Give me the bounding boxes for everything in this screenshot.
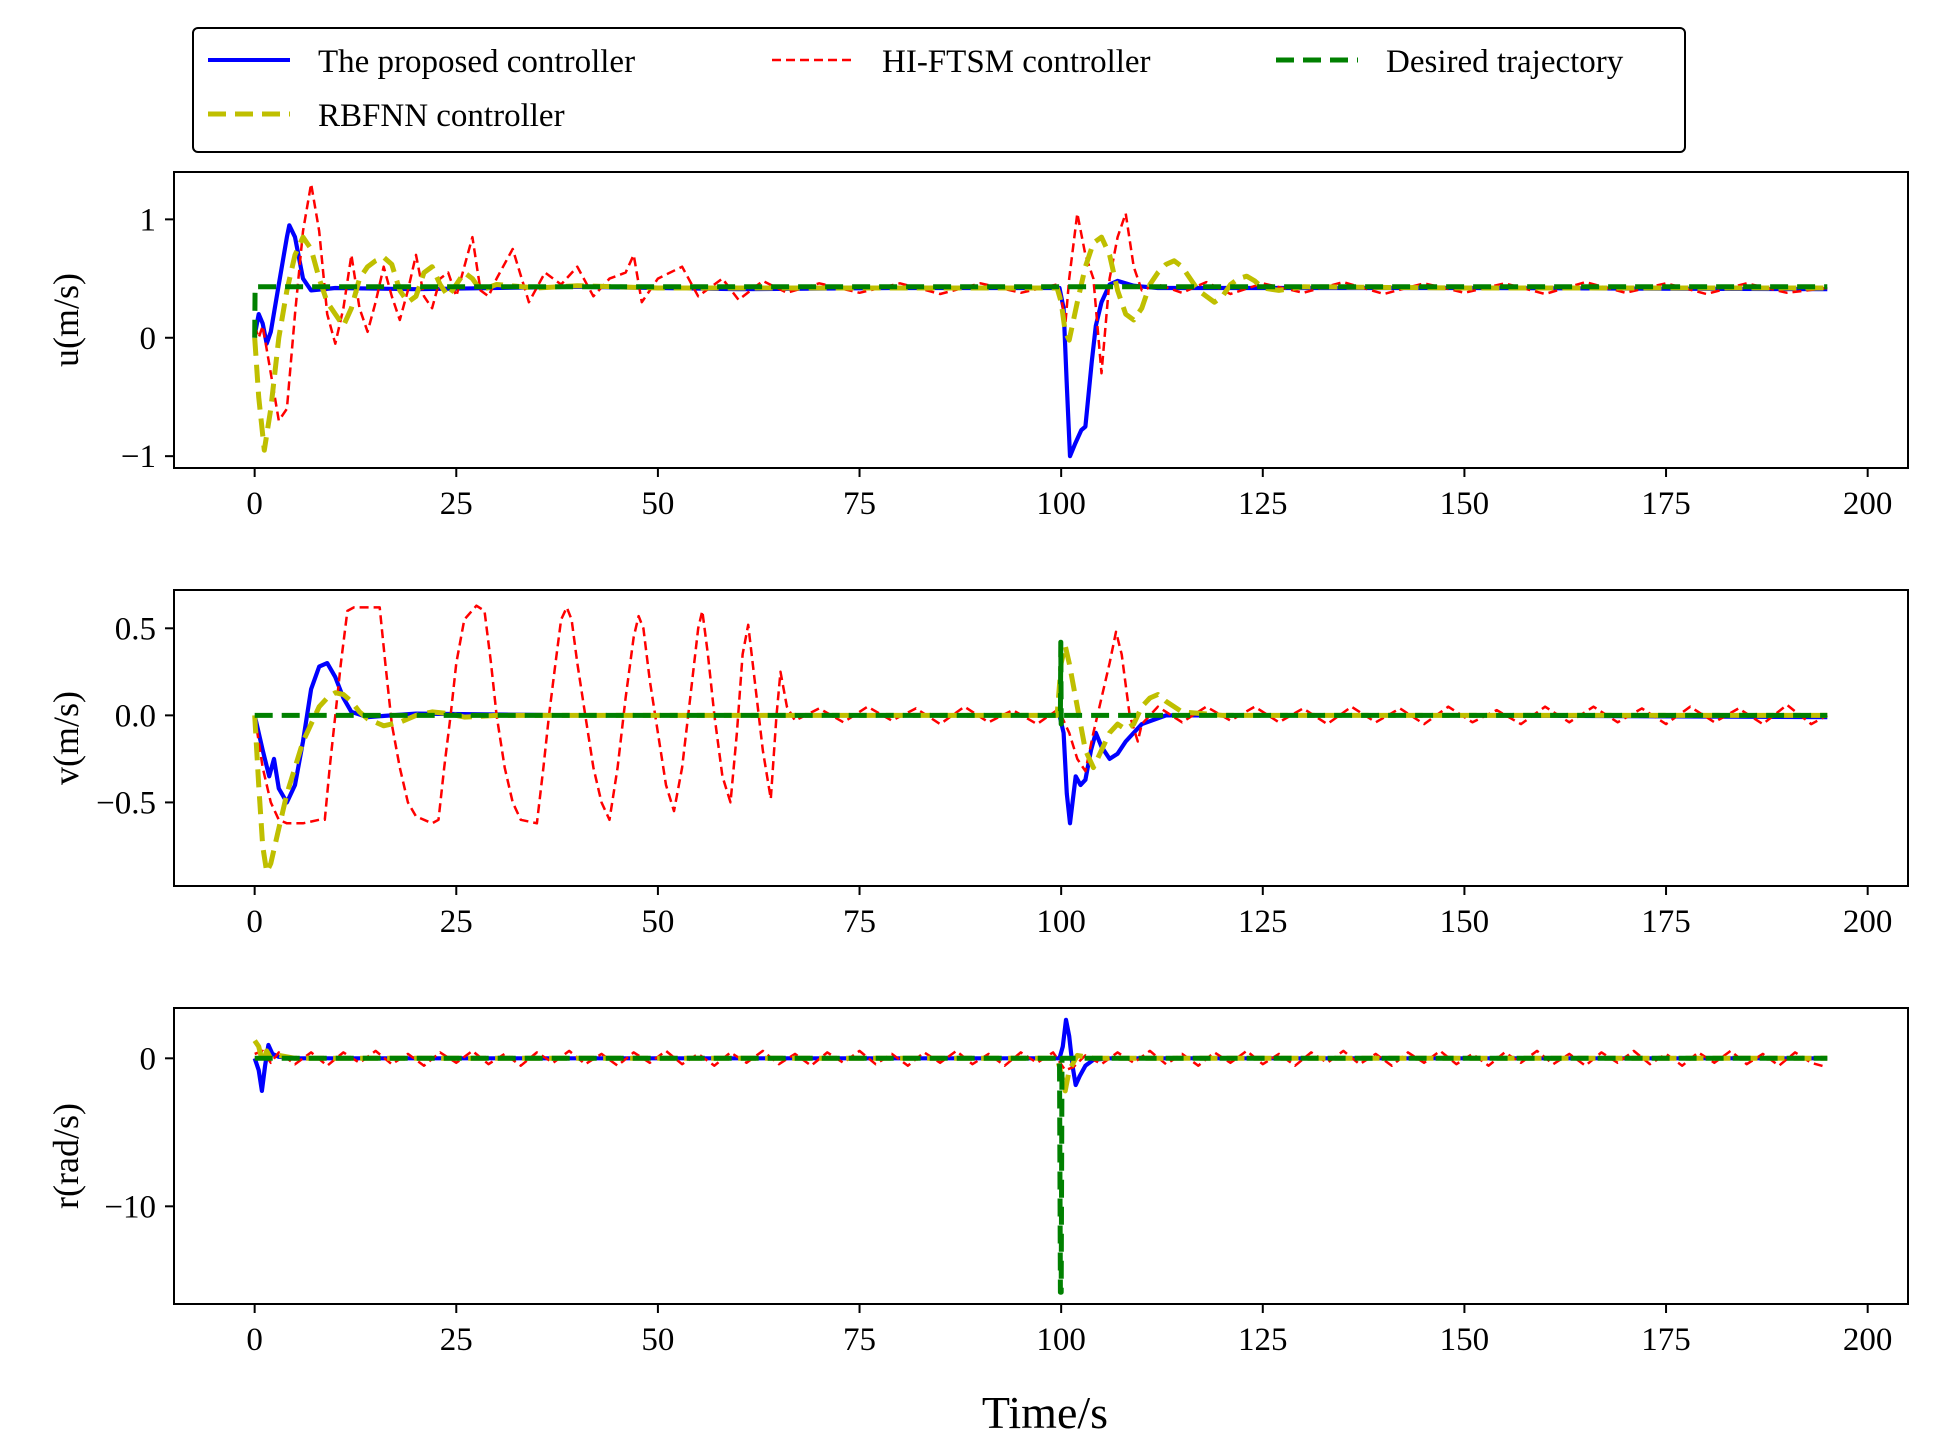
x-tick-label: 25	[440, 486, 473, 522]
y-tick-label: −0.5	[96, 785, 156, 821]
y-axis-label: r(rad/s)	[46, 1103, 86, 1209]
x-tick-label: 25	[440, 904, 473, 940]
x-tick-label: 75	[843, 904, 876, 940]
x-tick-label: 175	[1641, 486, 1691, 522]
x-tick-label: 50	[641, 904, 674, 940]
axes-frame	[173, 589, 1909, 887]
x-tick-label: 50	[641, 486, 674, 522]
series-line-desired	[254, 1055, 1828, 1295]
x-tick-label: 50	[641, 1322, 674, 1358]
x-tick-label: 100	[1036, 486, 1086, 522]
y-tick-label: −10	[104, 1189, 156, 1225]
y-tick-label: 0.0	[115, 698, 156, 734]
legend: The proposed controller HI-FTSM controll…	[192, 27, 1686, 153]
x-tick-label: 150	[1440, 904, 1490, 940]
x-tick-label: 75	[843, 486, 876, 522]
y-axis-label: u(m/s)	[46, 273, 86, 367]
series-line-proposed	[252, 1017, 1828, 1093]
x-tick-label: 125	[1238, 1322, 1288, 1358]
y-tick-label: −1	[121, 439, 156, 475]
x-tick-label: 175	[1641, 1322, 1691, 1358]
series-line-hiftsm	[253, 604, 1828, 825]
x-tick-label: 200	[1843, 1322, 1893, 1358]
x-tick-label: 25	[440, 1322, 473, 1358]
legend-label-proposed: The proposed controller	[318, 44, 635, 80]
y-tick-label: 1	[140, 202, 157, 238]
y-tick-label: 0	[140, 1041, 157, 1077]
legend-label-hiftsm: HI-FTSM controller	[882, 44, 1151, 80]
y-tick-label: 0	[140, 321, 157, 357]
series-line-desired	[252, 284, 1828, 338]
x-tick-label: 175	[1641, 904, 1691, 940]
legend-label-rbfnn: RBFNN controller	[318, 98, 565, 134]
x-tick-label: 125	[1238, 486, 1288, 522]
series-line-proposed	[252, 223, 1828, 459]
series-line-rbfnn	[252, 1039, 1828, 1094]
series-line-rbfnn	[252, 643, 1828, 875]
x-tick-label: 100	[1036, 904, 1086, 940]
subplots: 0 25 50 75 100 125 150 175 200 1 0 −1 u(m/s) 0 25 50 75 1…	[46, 171, 1909, 1358]
series-group	[252, 604, 1828, 875]
x-tick-label: 150	[1440, 486, 1490, 522]
x-axis-label: Time/s	[982, 1387, 1108, 1438]
series-line-hiftsm	[253, 182, 1828, 422]
series-line-proposed	[252, 661, 1828, 826]
x-tick-label: 125	[1238, 904, 1288, 940]
x-tick-label: 150	[1440, 1322, 1490, 1358]
subplot-2: 0 25 50 75 100 125 150 175 200 0.5 0.0 −0.5 v(m/s)	[46, 589, 1909, 940]
y-axis-label: v(m/s)	[46, 691, 86, 785]
x-tick-label: 200	[1843, 486, 1893, 522]
x-tick-label: 0	[246, 1322, 263, 1358]
subplot-1: 0 25 50 75 100 125 150 175 200 1 0 −1 u(m/s)	[46, 171, 1909, 522]
y-tick-label: 0.5	[115, 611, 156, 647]
x-tick-label: 0	[246, 486, 263, 522]
x-tick-label: 0	[246, 904, 263, 940]
legend-label-desired: Desired trajectory	[1386, 44, 1624, 80]
x-tick-label: 200	[1843, 904, 1893, 940]
x-tick-label: 100	[1036, 1322, 1086, 1358]
series-line-rbfnn	[252, 234, 1828, 453]
subplot-3: 0 25 50 75 100 125 150 175 200 0 −10 r(rad/s)	[46, 1007, 1909, 1358]
series-group	[252, 182, 1828, 459]
x-tick-label: 75	[843, 1322, 876, 1358]
series-line-desired	[254, 639, 1828, 727]
axes-frame	[173, 171, 1909, 469]
series-group	[252, 1017, 1828, 1295]
axes-frame	[173, 1007, 1909, 1305]
